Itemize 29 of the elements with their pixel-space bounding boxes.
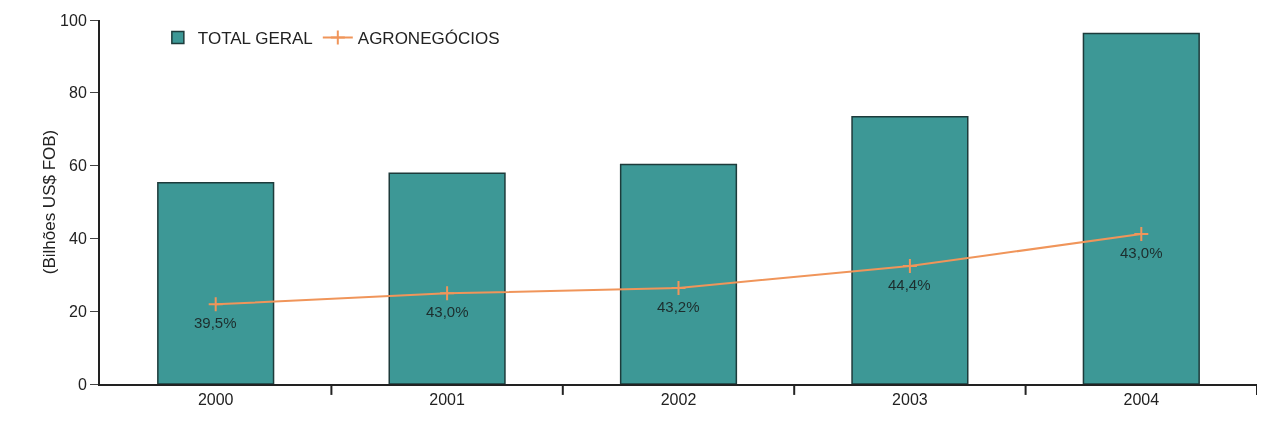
bar (619, 163, 738, 384)
point (439, 285, 456, 302)
y-tick-label: 60 (69, 157, 87, 175)
x-tick-label: 2002 (660, 391, 697, 409)
y-tick-label: 0 (77, 375, 87, 393)
y-tick-label: 40 (69, 230, 87, 247)
bar (851, 116, 969, 384)
legend-label: TOTAL GERAL (197, 29, 313, 49)
y-axis-title: (Bilhões US$ FOB) (40, 129, 59, 275)
annotation: 39,5% (194, 314, 237, 331)
y-tick-label: 100 (60, 11, 87, 29)
x-tick-label: 2004 (1123, 391, 1160, 409)
annotation: 44,4% (888, 276, 931, 293)
y-tick-label: 80 (69, 84, 87, 102)
x-tick-label: 2001 (429, 391, 465, 409)
x-tick-label: 2000 (197, 391, 234, 409)
point (670, 279, 687, 296)
point (207, 296, 224, 313)
bar (388, 172, 506, 384)
annotation: 43,2% (657, 298, 700, 315)
legend-label: AGRONEGÓCIOS (357, 29, 500, 49)
bar (157, 181, 275, 384)
point (1133, 226, 1150, 243)
y-tick-label: 20 (69, 302, 87, 320)
point (901, 258, 918, 275)
annotation: 43,0% (426, 303, 469, 320)
annotation: 43,0% (1120, 244, 1163, 261)
bar (1082, 32, 1200, 384)
x-tick-label: 2003 (892, 391, 928, 409)
